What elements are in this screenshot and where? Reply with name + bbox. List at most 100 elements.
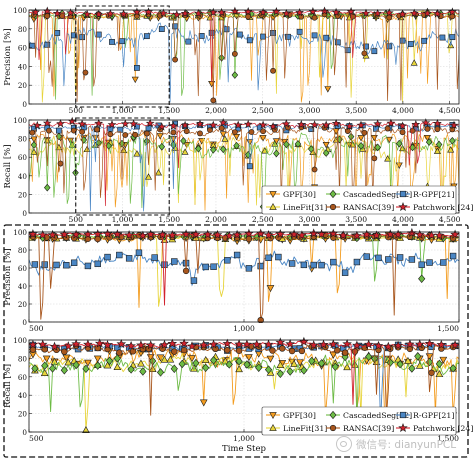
series-line-cascadedseg-32 [29, 354, 459, 420]
point-ransac-39 [279, 345, 286, 352]
point-patchwork-24 [450, 229, 459, 239]
point-cascadedseg-32 [195, 144, 202, 153]
x-tick-label: 3,500 [345, 215, 367, 224]
point-ransac-39 [386, 14, 393, 21]
point-r-gpf-21 [371, 48, 378, 55]
highlight-window [75, 117, 170, 216]
point-r-gpf-21 [84, 262, 92, 270]
point-patchwork-24 [282, 119, 291, 128]
point-patchwork-24 [398, 9, 407, 18]
watermark-text: 微信号: dianyunPCL [356, 438, 457, 451]
legend-marker-cascadedseg-32 [329, 410, 337, 420]
y-tick-label: 60 [18, 44, 28, 53]
point-r-gpf-21 [375, 254, 382, 262]
legend-label-gpf-30: GPF[30] [283, 411, 316, 420]
point-r-gpf-21 [396, 254, 404, 261]
point-patchwork-24 [407, 227, 417, 237]
point-r-gpf-21 [449, 252, 457, 260]
point-patchwork-24 [450, 340, 459, 350]
point-ransac-39 [218, 125, 225, 131]
point-patchwork-24 [202, 229, 213, 239]
point-r-gpf-21 [270, 30, 276, 36]
point-ransac-39 [341, 349, 349, 356]
point-patchwork-24 [32, 120, 42, 130]
point-r-gpf-21 [190, 277, 198, 284]
point-patchwork-24 [268, 121, 278, 131]
point-cascadedseg-32 [396, 359, 404, 369]
point-gpf-30 [322, 142, 330, 149]
point-patchwork-24 [328, 339, 339, 349]
point-patchwork-24 [126, 341, 136, 351]
y-tick-label: 40 [18, 172, 28, 181]
point-patchwork-24 [29, 229, 38, 239]
point-patchwork-24 [361, 229, 372, 239]
point-r-gpf-21 [257, 262, 264, 270]
point-ransac-39 [399, 129, 406, 136]
point-cascadedseg-32 [286, 367, 294, 376]
point-ransac-39 [257, 317, 264, 323]
point-cascadedseg-32 [210, 145, 217, 154]
y-tick-label: 20 [18, 81, 28, 90]
panel-top-precision: 0 20 40 60 80 100 500 1,000 1,500 2,000 2,500 3,000… [3, 5, 461, 115]
point-r-gpf-21 [223, 26, 230, 33]
point-r-gpf-21 [310, 261, 317, 269]
point-linefit-31 [181, 148, 189, 155]
axes-frame [28, 9, 460, 105]
point-gpf-30 [131, 76, 139, 84]
point-r-gpf-21 [288, 260, 296, 267]
point-ransac-39 [235, 347, 243, 354]
point-r-gpf-21 [151, 254, 158, 261]
point-cascadedseg-32 [307, 145, 315, 153]
legend-label-patchwork-24: Patchwork [24] [413, 424, 473, 433]
point-cascadedseg-32 [139, 367, 147, 376]
point-gpf-30 [266, 285, 275, 293]
point-patchwork-24 [132, 7, 142, 16]
point-cascadedseg-32 [94, 361, 102, 370]
point-patchwork-24 [258, 120, 268, 129]
point-r-gpf-21 [95, 31, 102, 38]
legend-marker-cascadedseg-32 [329, 189, 337, 199]
point-r-gpf-21 [275, 253, 282, 261]
point-r-gpf-21 [439, 34, 446, 41]
point-cascadedseg-32 [72, 360, 80, 370]
point-cascadedseg-32 [273, 149, 280, 158]
x-tick-label: 500 [29, 324, 44, 333]
point-ransac-39 [132, 131, 139, 138]
point-ransac-39 [409, 127, 416, 134]
point-gpf-30 [84, 359, 92, 367]
point-r-gpf-21 [246, 37, 253, 44]
point-gpf-30 [246, 139, 254, 146]
x-tick-label: 3,000 [299, 106, 321, 115]
point-patchwork-24 [167, 338, 178, 348]
point-r-gpf-21 [172, 23, 179, 30]
point-patchwork-24 [94, 338, 105, 348]
x-tick-label: 2,000 [205, 106, 227, 115]
point-patchwork-24 [82, 9, 92, 18]
point-patchwork-24 [232, 229, 242, 239]
point-r-gpf-21 [363, 253, 370, 260]
point-patchwork-24 [63, 341, 74, 351]
point-linefit-31 [91, 141, 99, 148]
legend-marker-gpf-30 [269, 412, 277, 419]
x-tick-label: 1,500 [158, 106, 180, 115]
point-ransac-39 [260, 128, 266, 135]
point-cascadedseg-32 [243, 360, 251, 369]
point-patchwork-24 [136, 340, 146, 350]
point-cascadedseg-32 [449, 136, 456, 145]
y-tick-label: 20 [18, 410, 28, 419]
point-patchwork-24 [92, 229, 103, 239]
point-patchwork-24 [296, 119, 306, 129]
point-ransac-39 [180, 346, 188, 354]
point-ransac-39 [59, 13, 66, 19]
point-r-gpf-21 [70, 32, 77, 39]
legend-label-cascadedseg-32: CascadedSeg[32] [343, 411, 412, 420]
point-ransac-39 [231, 50, 238, 57]
point-r-gpf-21 [311, 32, 318, 39]
point-r-gpf-21 [198, 33, 205, 39]
point-r-gpf-21 [385, 256, 392, 263]
legend-marker-patchwork-24 [398, 423, 408, 432]
point-patchwork-24 [224, 230, 235, 240]
point-linefit-31 [120, 146, 128, 154]
point-patchwork-24 [217, 7, 227, 17]
legend-label-ransac-39: RANSAC[39] [343, 203, 394, 212]
